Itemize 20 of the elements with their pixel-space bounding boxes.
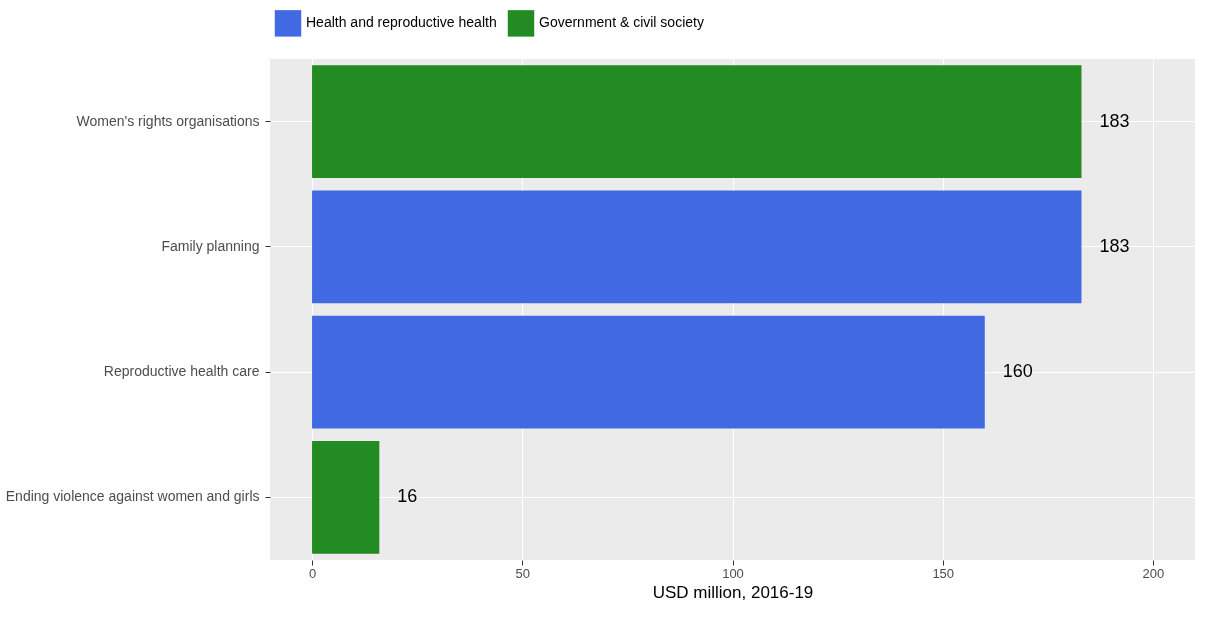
y-tick-label: Women's rights organisations — [76, 112, 260, 129]
x-tick-label: 0 — [308, 565, 317, 581]
y-tick-label: Ending violence against women and girls — [5, 488, 260, 505]
data-label: 160 — [1002, 361, 1033, 382]
y-tick-label: Family planning — [161, 237, 260, 254]
legend-label: Government & civil society — [539, 14, 704, 31]
bar — [312, 190, 1082, 304]
data-label: 183 — [1099, 235, 1130, 256]
legend-label: Health and reproductive health — [306, 14, 497, 31]
x-axis-title: USD million, 2016-19 — [652, 582, 814, 602]
x-tick-label: 100 — [722, 565, 744, 581]
x-tick-label: 50 — [515, 565, 531, 581]
bar — [312, 441, 380, 554]
data-label: 183 — [1099, 110, 1130, 131]
x-tick-label: 200 — [1142, 565, 1165, 581]
bar — [312, 65, 1082, 178]
x-tick-label: 150 — [932, 565, 955, 581]
data-label: 16 — [397, 486, 418, 507]
bar — [312, 315, 985, 429]
y-tick-label: Reproductive health care — [103, 363, 260, 380]
